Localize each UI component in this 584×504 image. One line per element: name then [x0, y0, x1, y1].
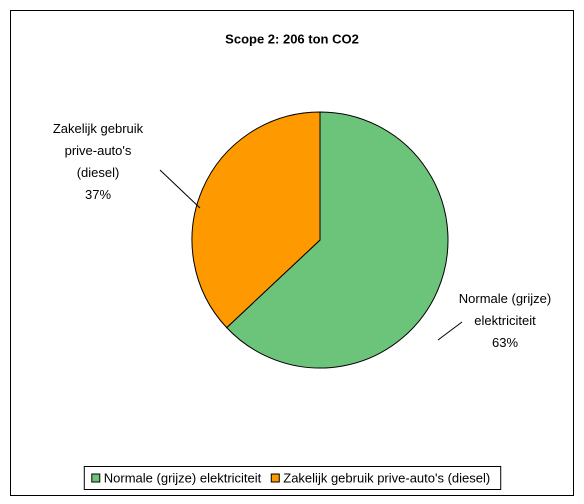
data-label-value: 63%: [491, 335, 519, 350]
leader-line: [159, 169, 201, 209]
legend-box: [83, 466, 502, 490]
data-label-value: 37%: [84, 187, 112, 202]
legend-swatch: [270, 473, 280, 483]
data-label: Zakelijk gebruik prive-auto's (diesel) 37…: [46, 118, 150, 206]
legend-swatch: [91, 473, 101, 483]
pie-slice: [225, 111, 449, 369]
data-label-name: Normale (grijze) elektriciteit: [458, 291, 552, 328]
chart-title: Scope 2: 206 ton CO2: [225, 31, 359, 46]
data-label: Normale (grijze) elektriciteit 63%: [455, 288, 555, 354]
data-label-name: Zakelijk gebruik prive-auto's (diesel): [52, 121, 144, 180]
legend-label: Zakelijk gebruik prive-auto's (diesel): [283, 470, 490, 485]
leader-line: [437, 321, 463, 341]
legend-label: Normale (grijze) elektriciteit: [104, 470, 262, 485]
pie-slice: [191, 111, 321, 329]
